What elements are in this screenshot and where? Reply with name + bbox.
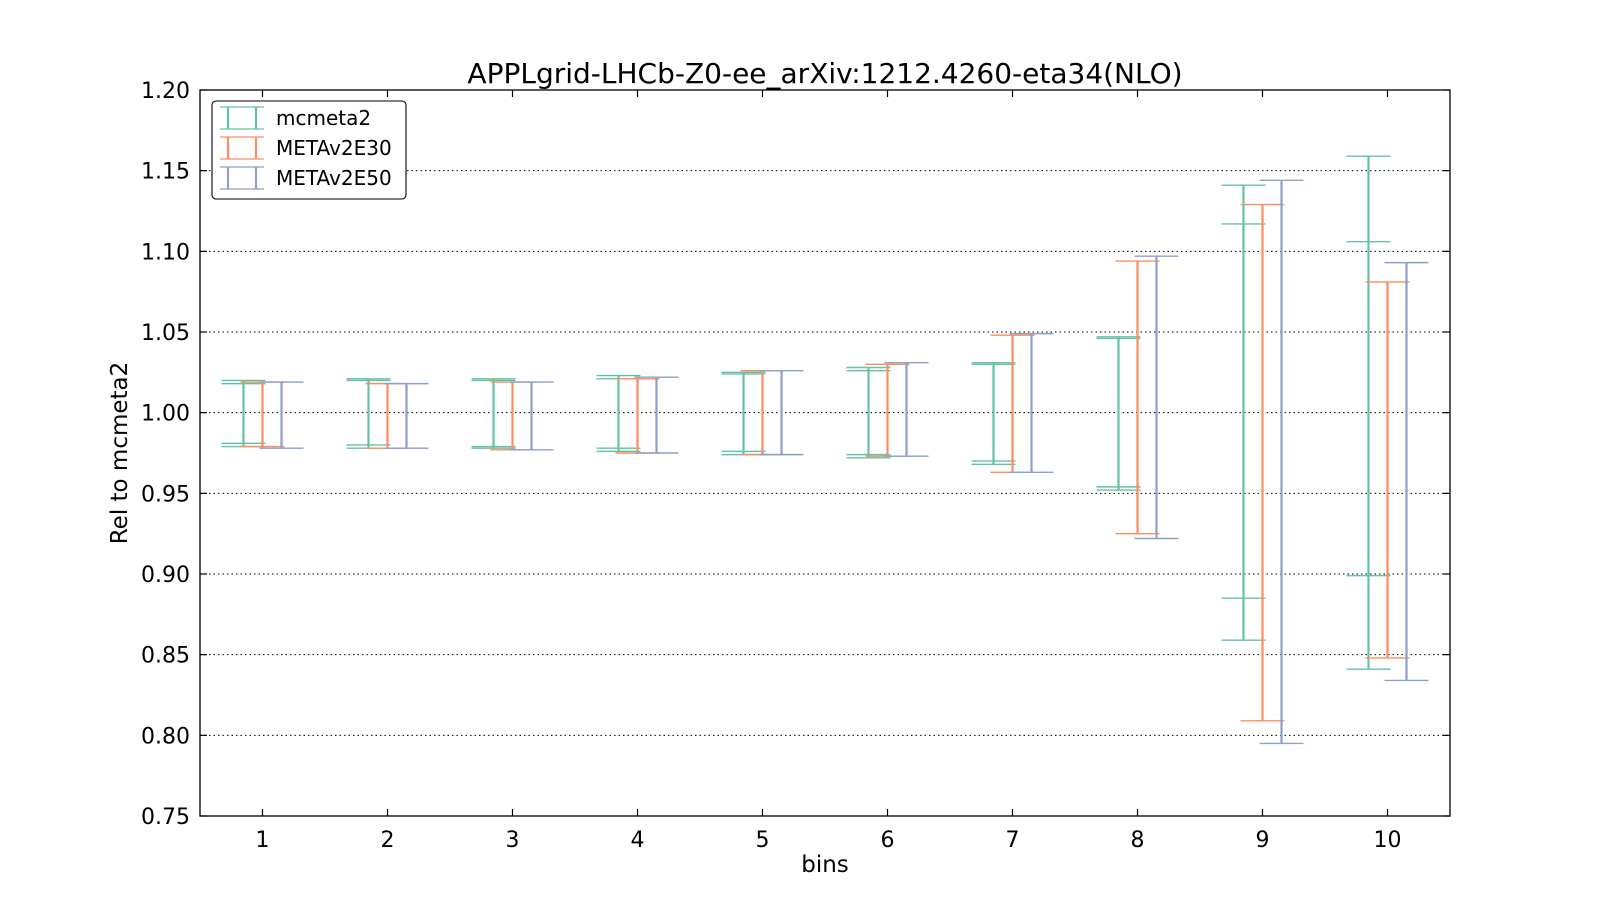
y-tick-label: 0.85 — [141, 644, 190, 669]
x-tick-label: 1 — [256, 828, 270, 853]
y-tick-label: 1.15 — [141, 160, 190, 185]
x-tick-label: 7 — [1006, 828, 1020, 853]
legend-label: METAv2E50 — [276, 166, 392, 190]
y-tick-label: 0.90 — [141, 563, 190, 588]
plot-area — [199, 89, 1451, 817]
x-tick-label: 9 — [1256, 828, 1270, 853]
series-METAv2E50 — [259, 179, 1429, 745]
y-tick-label: 0.95 — [141, 482, 190, 507]
x-tick-label: 8 — [1131, 828, 1145, 853]
x-tick-label: 5 — [756, 828, 770, 853]
x-tick-label: 4 — [631, 828, 645, 853]
x-axis-title: bins — [801, 852, 849, 878]
y-tick-label: 1.20 — [141, 79, 190, 104]
y-tick-label: 1.05 — [141, 321, 190, 346]
error-bars — [221, 155, 1429, 745]
legend-box — [211, 100, 407, 200]
legend-item: METAv2E50 — [220, 166, 392, 190]
y-tick-label: 0.80 — [141, 724, 190, 749]
grid-lines — [200, 170, 1450, 736]
y-axis-title: Rel to mcmeta2 — [107, 362, 133, 545]
y-tick-label: 0.75 — [141, 805, 190, 830]
y-tick-label: 1.00 — [141, 402, 190, 427]
legend-label: METAv2E30 — [276, 136, 392, 160]
chart-title: APPLgrid-LHCb-Z0-ee_arXiv:1212.4260-eta3… — [467, 57, 1182, 90]
legend: mcmeta2 METAv2E30 METAv2E50 — [211, 100, 407, 200]
legend-label: mcmeta2 — [276, 106, 371, 130]
x-tick-label: 6 — [881, 828, 895, 853]
axis-ticks: 0.75 0.80 0.85 0.90 0.95 1.00 1.05 1.10 1.15 1.20… — [141, 79, 1450, 853]
x-tick-label: 3 — [506, 828, 520, 853]
legend-item: mcmeta2 — [220, 106, 371, 130]
x-tick-label: 10 — [1374, 828, 1402, 853]
series-METAv2E30 — [240, 203, 1410, 722]
series-mcmeta2 — [221, 155, 1391, 670]
legend-item: METAv2E30 — [220, 136, 392, 160]
x-tick-label: 2 — [381, 828, 395, 853]
y-tick-label: 1.10 — [141, 240, 190, 265]
